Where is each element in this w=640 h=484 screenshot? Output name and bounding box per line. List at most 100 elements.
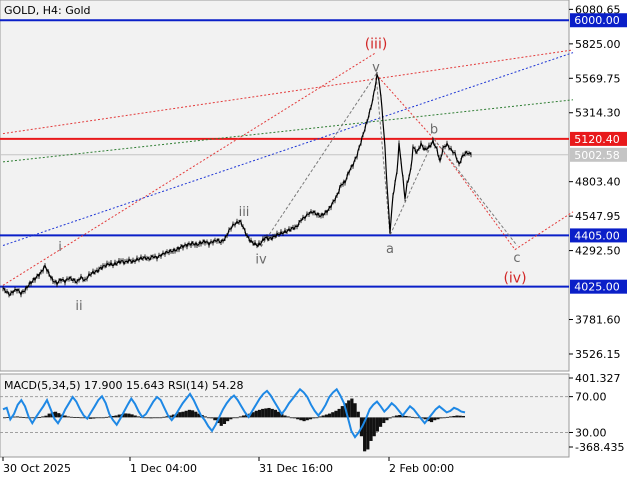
macd-bar <box>461 415 465 418</box>
macd-bar <box>299 417 303 421</box>
macd-bar <box>394 415 399 418</box>
macd-bar <box>53 411 58 418</box>
macd-bar <box>187 409 191 418</box>
macd-bar <box>143 417 147 419</box>
time-tick-0: 30 Oct 2025 <box>3 462 71 475</box>
price-tick-2: 5569.75 <box>575 72 621 85</box>
macd-bar <box>95 417 99 419</box>
macd-bar <box>414 417 418 419</box>
macd-bar <box>350 398 354 418</box>
macd-bar <box>436 417 440 420</box>
macd-bar <box>63 415 67 418</box>
macd-bar <box>289 417 293 419</box>
macd-bar <box>108 416 112 418</box>
macd-bar <box>452 415 456 418</box>
macd-bar <box>273 409 278 418</box>
macd-bar <box>257 409 262 418</box>
level-tag-0 <box>570 13 627 28</box>
trend-line-red-dotted-lower <box>2 52 377 286</box>
macd-bar <box>133 415 137 418</box>
level-tag-3 <box>570 279 627 294</box>
price-series <box>2 72 472 298</box>
macd-bar <box>12 416 16 418</box>
current-price-tag <box>570 147 627 162</box>
macd-bar <box>375 417 379 432</box>
trend-line-wave-gray-dashed <box>260 72 518 248</box>
macd-bar <box>76 417 80 418</box>
indicator-tick-3: -368.435 <box>575 441 624 454</box>
time-tick-3: 2 Feb 00:00 <box>389 462 454 475</box>
macd-bar <box>277 411 281 418</box>
macd-bar <box>251 412 255 418</box>
price-tick-6: 4292.50 <box>575 245 621 258</box>
macd-bar <box>124 413 128 418</box>
macd-bar <box>238 416 242 418</box>
price-tick-5: 4547.95 <box>575 210 621 223</box>
macd-bar <box>235 417 239 419</box>
level-tag-label-2: 4405.00 <box>574 229 620 242</box>
macd-bar <box>315 417 319 419</box>
macd-bar <box>222 417 227 424</box>
macd-bar <box>104 416 109 418</box>
trend-line-red-dotted-upper <box>2 49 574 135</box>
wave-label-5: (iii) <box>365 37 388 53</box>
macd-bar <box>388 417 392 419</box>
macd-bar <box>391 416 395 418</box>
wave-label-9: (iv) <box>503 270 526 286</box>
macd-bar <box>203 416 207 418</box>
macd-bar <box>3 417 7 419</box>
macd-bar <box>47 413 51 418</box>
macd-bar <box>356 411 360 418</box>
macd-bar <box>155 417 160 419</box>
macd-bar <box>407 416 411 418</box>
macd-bar <box>168 415 172 418</box>
macd-bar <box>73 417 77 418</box>
indicator-tick-0: 401.327 <box>575 372 621 385</box>
macd-bar <box>89 417 93 419</box>
macd-bar <box>66 416 70 418</box>
wave-label-7: b <box>430 123 438 138</box>
macd-bar <box>449 416 453 418</box>
macd-bar <box>114 415 118 418</box>
macd-bar <box>229 417 233 420</box>
trend-line-green-dotted <box>2 99 574 163</box>
macd-bar <box>404 415 408 418</box>
level-tag-label-1: 5120.40 <box>574 133 620 146</box>
macd-bar <box>254 410 258 418</box>
indicator-tick-2: 30.00 <box>575 426 607 439</box>
macd-bar <box>213 417 217 421</box>
macd-bar <box>22 417 26 418</box>
price-tick-1: 5825.00 <box>575 38 621 51</box>
macd-bar <box>302 417 306 422</box>
macd-bar <box>378 417 383 427</box>
macd-bar <box>190 410 195 418</box>
macd-bar <box>15 416 19 418</box>
wave-label-3: iv <box>255 253 267 268</box>
macd-bar <box>305 417 309 421</box>
price-tick-8: 3526.15 <box>575 348 621 361</box>
macd-rsi-layer: 401.327 70.00 30.00 -368.435 <box>0 372 624 454</box>
macd-bar <box>101 417 105 419</box>
macd-bar <box>385 417 389 421</box>
macd-bar <box>69 416 74 418</box>
macd-bar <box>130 414 134 418</box>
macd-bar <box>292 417 297 419</box>
macd-bar <box>38 417 42 418</box>
price-axis: 6080.65 5825.00 5569.75 5314.30 4803.40 4547.… <box>569 3 627 361</box>
macd-bar <box>267 407 271 418</box>
price-tick-4: 4803.40 <box>575 176 621 189</box>
macd-bar <box>210 417 214 419</box>
current-price-tag-label: 5002.58 <box>574 149 620 162</box>
main-plot-area[interactable] <box>0 0 570 372</box>
level-tag-1 <box>570 131 627 146</box>
macd-bar <box>178 412 182 418</box>
macd-bar <box>159 417 163 419</box>
wave-label-8: c <box>513 251 520 266</box>
macd-bar <box>206 417 211 419</box>
macd-bar <box>264 408 268 418</box>
macd-bar <box>232 417 236 419</box>
chart-title: GOLD, H4: Gold <box>4 4 91 17</box>
macd-bar <box>41 416 45 418</box>
